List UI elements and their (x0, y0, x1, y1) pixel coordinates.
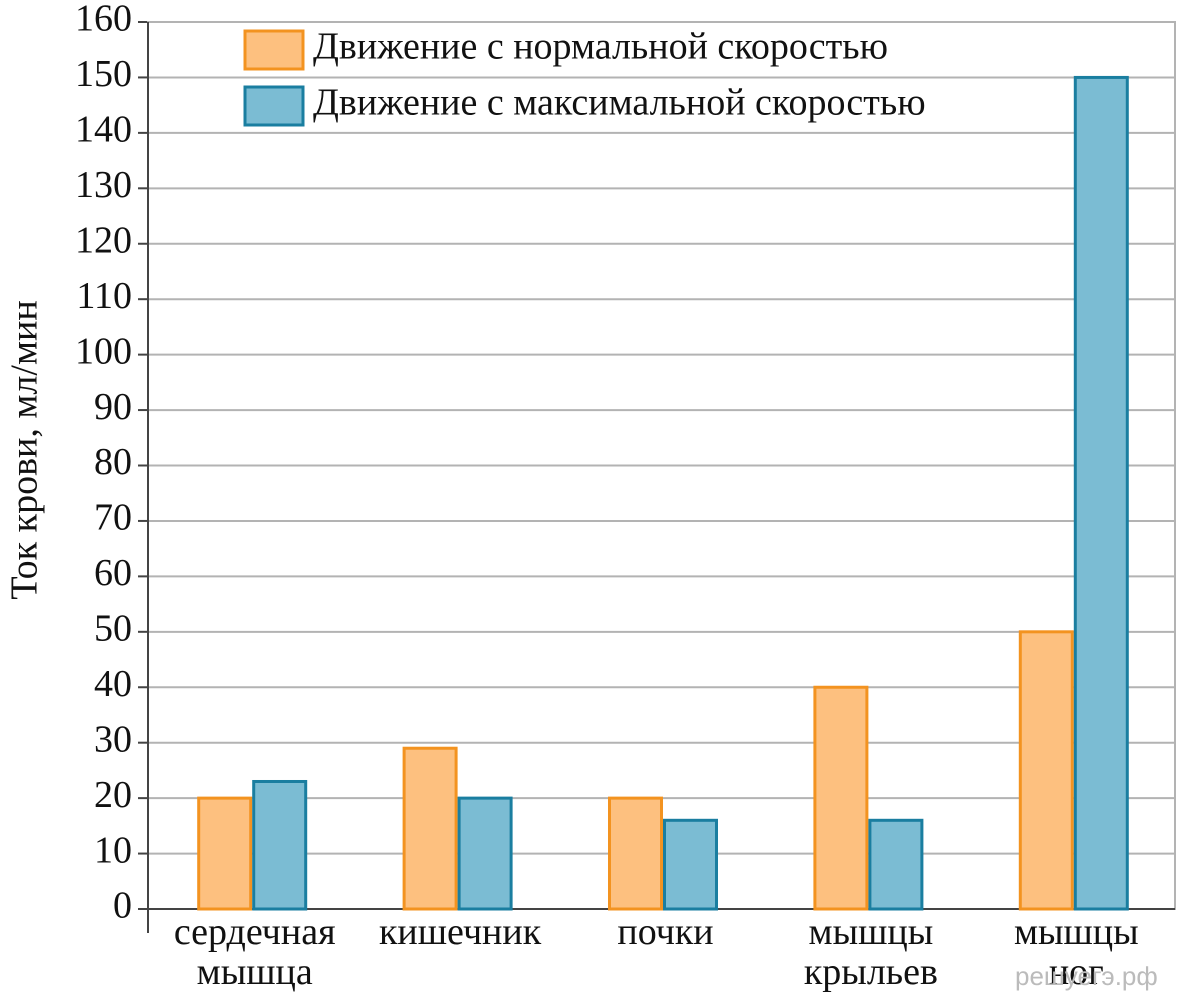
legend-label: Движение с нормальной скоростью (313, 26, 888, 68)
x-tick-label: сердечная мышца (174, 911, 336, 993)
bar (663, 818, 718, 911)
bar (402, 746, 458, 911)
y-tick-label: 140 (75, 109, 132, 151)
y-tick-label: 90 (94, 386, 132, 428)
legend-swatch (243, 29, 305, 71)
x-tick-label: почки (617, 911, 713, 953)
y-tick-label: 80 (94, 441, 132, 483)
x-tick-label: кишечник (379, 911, 542, 953)
legend-label: Движение с максимальной скоростью (313, 82, 926, 124)
y-tick-label: 60 (94, 552, 132, 594)
y-tick-label: 20 (94, 774, 132, 816)
x-tick-label: мышцы крыльев (804, 911, 938, 993)
y-tick-label: 110 (76, 275, 132, 317)
watermark: решуегэ.рф (1015, 961, 1158, 991)
bar (813, 685, 869, 911)
y-tick-label: 130 (75, 164, 132, 206)
bar (252, 779, 308, 911)
y-tick-label: 40 (94, 663, 132, 705)
y-tick-label: 50 (94, 608, 132, 650)
legend-swatch (243, 85, 305, 127)
y-tick-label: 100 (75, 330, 132, 372)
y-tick-label: 30 (94, 718, 132, 760)
x-tick-label: мышцы ног (1014, 911, 1139, 993)
bar (608, 796, 663, 911)
y-tick-label: 120 (75, 219, 132, 261)
bar (1073, 75, 1129, 911)
bar (1018, 630, 1074, 911)
bar (457, 796, 513, 911)
bar (868, 818, 924, 911)
y-axis-label: Ток крови, мл/мин (4, 300, 46, 599)
y-tick-label: 10 (94, 829, 132, 871)
bar (197, 796, 253, 911)
y-tick-label: 0 (113, 885, 132, 927)
y-tick-label: 150 (75, 53, 132, 95)
y-tick-label: 160 (75, 0, 132, 40)
y-tick-label: 70 (94, 497, 132, 539)
